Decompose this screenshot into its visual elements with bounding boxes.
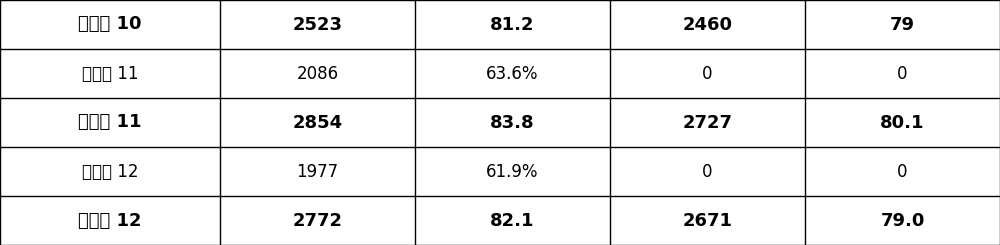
Text: 82.1: 82.1 bbox=[490, 211, 535, 230]
Text: 63.6%: 63.6% bbox=[486, 64, 539, 83]
Text: 2460: 2460 bbox=[683, 15, 733, 34]
Text: 对比例 12: 对比例 12 bbox=[82, 162, 138, 181]
Text: 0: 0 bbox=[897, 162, 908, 181]
Text: 79.0: 79.0 bbox=[880, 211, 925, 230]
Text: 81.2: 81.2 bbox=[490, 15, 535, 34]
Text: 实施例 10: 实施例 10 bbox=[78, 15, 142, 34]
Text: 61.9%: 61.9% bbox=[486, 162, 539, 181]
Text: 2523: 2523 bbox=[292, 15, 342, 34]
Text: 实施例 11: 实施例 11 bbox=[78, 113, 142, 132]
Text: 2772: 2772 bbox=[292, 211, 342, 230]
Text: 0: 0 bbox=[702, 64, 713, 83]
Text: 1977: 1977 bbox=[296, 162, 339, 181]
Text: 实施例 12: 实施例 12 bbox=[78, 211, 142, 230]
Text: 2854: 2854 bbox=[292, 113, 343, 132]
Text: 0: 0 bbox=[702, 162, 713, 181]
Text: 对比例 11: 对比例 11 bbox=[82, 64, 138, 83]
Text: 80.1: 80.1 bbox=[880, 113, 925, 132]
Text: 2671: 2671 bbox=[683, 211, 733, 230]
Text: 2086: 2086 bbox=[296, 64, 339, 83]
Text: 2727: 2727 bbox=[683, 113, 733, 132]
Text: 0: 0 bbox=[897, 64, 908, 83]
Text: 79: 79 bbox=[890, 15, 915, 34]
Text: 83.8: 83.8 bbox=[490, 113, 535, 132]
